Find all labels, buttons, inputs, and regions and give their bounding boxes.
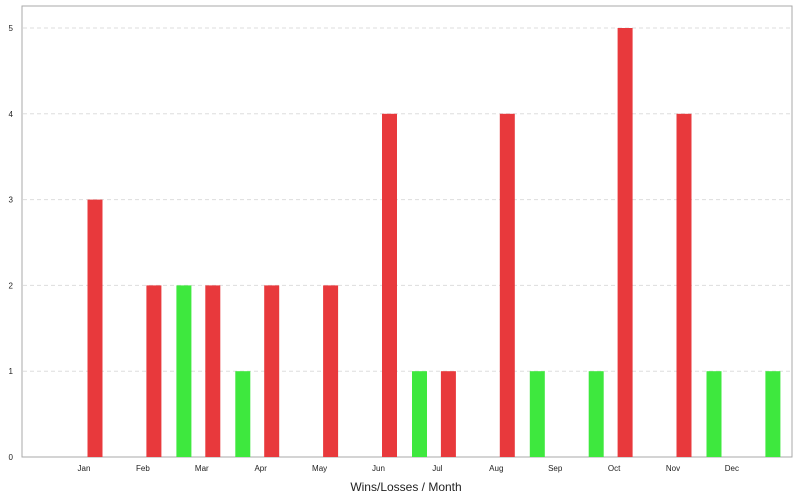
x-tick-label: May bbox=[312, 464, 327, 473]
y-tick-label: 2 bbox=[9, 281, 14, 290]
bar-losses bbox=[676, 113, 692, 458]
y-tick-label: 4 bbox=[9, 110, 14, 119]
bar-wins bbox=[706, 371, 722, 457]
bar-wins bbox=[588, 371, 604, 457]
x-axis-label: Wins/Losses / Month bbox=[350, 480, 461, 494]
y-axis-ticks: 0 1 2 3 4 5 bbox=[9, 24, 14, 462]
x-tick-label: Sep bbox=[548, 464, 563, 473]
bar-wins bbox=[765, 371, 781, 457]
y-tick-label: 0 bbox=[9, 453, 14, 462]
bar-wins bbox=[412, 371, 427, 457]
x-tick-label: Oct bbox=[608, 464, 621, 473]
x-tick-label: Jul bbox=[432, 464, 442, 473]
bar-losses bbox=[146, 285, 162, 457]
bar-wins bbox=[235, 371, 251, 457]
bars bbox=[87, 28, 781, 458]
x-tick-label: Aug bbox=[489, 464, 503, 473]
x-tick-label: Jan bbox=[78, 464, 91, 473]
bar-losses bbox=[205, 285, 221, 457]
y-tick-label: 1 bbox=[9, 367, 14, 376]
bar-losses bbox=[264, 285, 280, 457]
x-tick-label: Apr bbox=[254, 464, 267, 473]
bar-losses bbox=[323, 285, 339, 457]
bar-losses bbox=[499, 113, 515, 458]
x-axis-ticks: Jan Feb Mar Apr May Jun Jul Aug Sep Oct Nov Dec bbox=[78, 464, 739, 473]
x-tick-label: Nov bbox=[666, 464, 680, 473]
bar-wins bbox=[176, 285, 192, 457]
y-tick-label: 5 bbox=[9, 24, 14, 33]
x-tick-label: Mar bbox=[195, 464, 209, 473]
bar-losses bbox=[617, 28, 633, 457]
bar-losses bbox=[87, 199, 103, 457]
x-tick-label: Jun bbox=[372, 464, 385, 473]
x-tick-label: Feb bbox=[136, 464, 150, 473]
bar-wins bbox=[529, 371, 545, 457]
x-tick-label: Dec bbox=[725, 464, 739, 473]
y-tick-label: 3 bbox=[9, 196, 14, 205]
bar-losses bbox=[382, 113, 397, 458]
bar-losses bbox=[440, 371, 456, 457]
